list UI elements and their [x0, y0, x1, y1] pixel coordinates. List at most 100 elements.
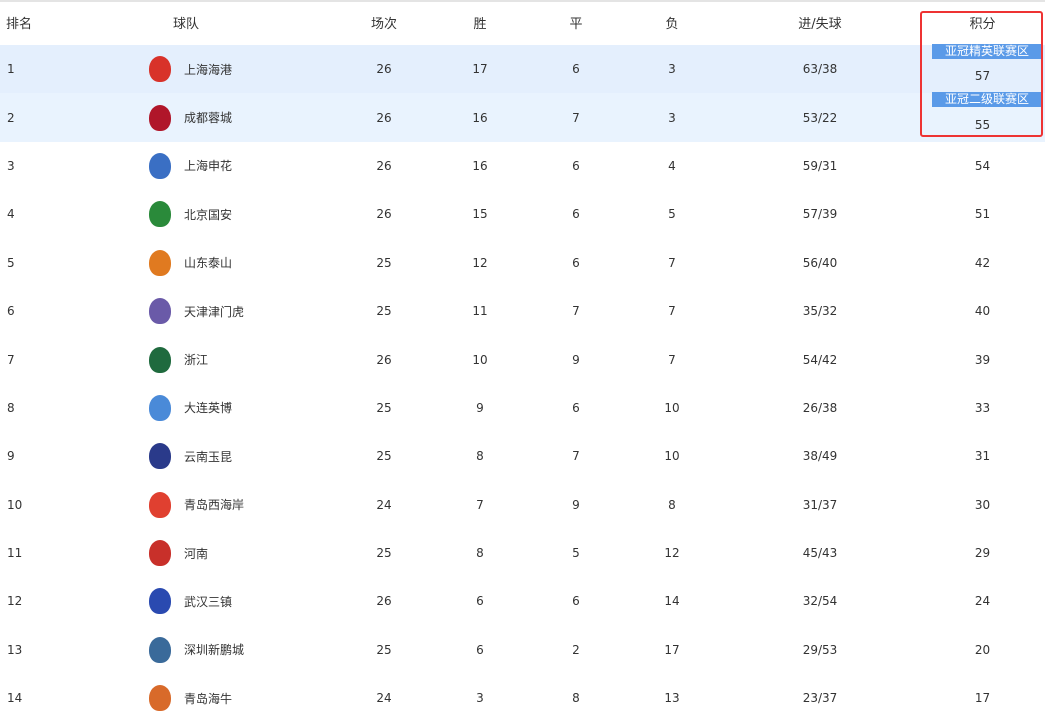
- lost-cell: 17: [664, 642, 680, 657]
- points-cell: 42: [974, 255, 991, 270]
- team-name[interactable]: 成都蓉城: [184, 111, 233, 126]
- team-cell[interactable]: 山东泰山: [36, 239, 336, 287]
- table-row[interactable]: 3 上海申花 26 16 6 4 59/31 54: [0, 142, 1045, 190]
- highlight-box: [920, 11, 1043, 137]
- table-row[interactable]: 7 浙江 26 10 9 7 54/42 39: [0, 335, 1045, 383]
- won-cell: 3: [476, 691, 484, 706]
- goals-cell: 59/31: [802, 158, 838, 173]
- points-cell: 17: [974, 691, 991, 706]
- table-row[interactable]: 1 上海海港 26 17 6 3 63/38 57: [0, 45, 1045, 94]
- team-logo-icon: [149, 346, 171, 373]
- team-cell[interactable]: 武汉三镇: [36, 577, 336, 625]
- header-team[interactable]: 球队: [172, 17, 199, 32]
- team-cell[interactable]: 河南: [36, 529, 336, 577]
- team-name[interactable]: 青岛西海岸: [184, 498, 245, 513]
- team-name[interactable]: 山东泰山: [184, 256, 233, 271]
- table-row[interactable]: 2 成都蓉城 26 16 7 3 53/22 55: [0, 93, 1045, 142]
- rank-cell: 13: [7, 642, 23, 657]
- won-cell: 11: [472, 304, 488, 319]
- team-cell[interactable]: 天津津门虎: [36, 287, 336, 335]
- table-row[interactable]: 8 大连英博 25 9 6 10 26/38 33: [0, 384, 1045, 432]
- team-name[interactable]: 河南: [184, 546, 209, 561]
- header-lost[interactable]: 负: [665, 17, 679, 32]
- team-cell[interactable]: 大连英博: [36, 384, 336, 432]
- goals-cell: 38/49: [802, 449, 838, 464]
- table-row[interactable]: 6 天津津门虎 25 11 7 7 35/32 40: [0, 287, 1045, 335]
- team-cell[interactable]: 上海申花: [36, 142, 336, 190]
- goals-cell: 54/42: [802, 352, 838, 367]
- won-cell: 17: [432, 45, 528, 94]
- won-cell: 16: [472, 158, 488, 173]
- points-cell: 31: [974, 449, 991, 464]
- goals-cell: 53/22: [720, 93, 920, 142]
- header-drawn[interactable]: 平: [569, 17, 583, 32]
- lost-cell: 7: [668, 255, 676, 270]
- team-logo-icon: [149, 201, 171, 228]
- table-row[interactable]: 9 云南玉昆 25 8 7 10 38/49 31: [0, 432, 1045, 480]
- goals-cell: 57/39: [802, 207, 838, 222]
- won-cell: 8: [476, 449, 484, 464]
- team-name[interactable]: 武汉三镇: [184, 594, 233, 609]
- rank-cell: 3: [7, 158, 15, 173]
- drawn-cell: 7: [572, 304, 580, 319]
- drawn-cell: 6: [572, 158, 580, 173]
- team-name[interactable]: 青岛海牛: [184, 691, 233, 706]
- header-points[interactable]: 积分: [969, 17, 996, 32]
- goals-cell: 56/40: [802, 255, 838, 270]
- table-row[interactable]: 4 北京国安 26 15 6 5 57/39 51: [0, 190, 1045, 238]
- points-cell: 24: [974, 594, 991, 609]
- table-row[interactable]: 12 武汉三镇 26 6 6 14 32/54 24: [0, 577, 1045, 625]
- team-name[interactable]: 天津津门虎: [184, 304, 245, 319]
- team-name[interactable]: 上海海港: [184, 62, 233, 77]
- team-cell[interactable]: 成都蓉城: [36, 93, 336, 142]
- team-name[interactable]: 大连英博: [184, 401, 233, 416]
- goals-cell: 29/53: [802, 642, 838, 657]
- lost-cell: 8: [668, 497, 676, 512]
- played-cell: 24: [376, 497, 392, 512]
- header-played[interactable]: 场次: [370, 17, 397, 32]
- points-cell: 29: [974, 546, 991, 561]
- lost-cell: 3: [624, 93, 720, 142]
- goals-cell: 32/54: [802, 594, 838, 609]
- table-row[interactable]: 11 河南 25 8 5 12 45/43 29: [0, 529, 1045, 577]
- team-name[interactable]: 云南玉昆: [184, 449, 233, 464]
- table-row[interactable]: 5 山东泰山 25 12 6 7 56/40 42: [0, 239, 1045, 287]
- team-logo-icon: [149, 685, 171, 712]
- goals-cell: 26/38: [802, 400, 838, 415]
- rank-cell: 6: [7, 304, 15, 319]
- table-row[interactable]: 10 青岛西海岸 24 7 9 8 31/37 30: [0, 481, 1045, 529]
- played-cell: 25: [376, 400, 392, 415]
- team-cell[interactable]: 浙江: [36, 335, 336, 383]
- team-logo-icon: [149, 249, 171, 276]
- team-name[interactable]: 北京国安: [184, 207, 233, 222]
- team-cell[interactable]: 云南玉昆: [36, 432, 336, 480]
- team-name[interactable]: 上海申花: [184, 159, 233, 174]
- team-cell[interactable]: 青岛海牛: [36, 674, 336, 722]
- rank-cell: 4: [7, 207, 15, 222]
- team-cell[interactable]: 北京国安: [36, 190, 336, 238]
- team-cell[interactable]: 深圳新鹏城: [36, 626, 336, 674]
- played-cell: 25: [376, 642, 392, 657]
- won-cell: 15: [472, 207, 488, 222]
- played-cell: 26: [376, 594, 392, 609]
- team-name[interactable]: 浙江: [184, 353, 209, 368]
- team-logo-icon: [149, 540, 171, 567]
- won-cell: 9: [476, 400, 484, 415]
- won-cell: 8: [476, 546, 484, 561]
- team-cell[interactable]: 青岛西海岸: [36, 481, 336, 529]
- points-cell: 33: [974, 400, 991, 415]
- table-row[interactable]: 14 青岛海牛 24 3 8 13 23/37 17: [0, 674, 1045, 722]
- header-goals[interactable]: 进/失球: [798, 17, 842, 32]
- team-name[interactable]: 深圳新鹏城: [184, 643, 245, 658]
- team-logo-icon: [149, 636, 171, 663]
- table-row[interactable]: 13 深圳新鹏城 25 6 2 17 29/53 20: [0, 626, 1045, 674]
- drawn-cell: 8: [572, 691, 580, 706]
- team-logo-icon: [149, 443, 171, 470]
- team-cell[interactable]: 上海海港: [36, 45, 336, 94]
- header-rank[interactable]: 排名: [6, 17, 33, 32]
- played-cell: 26: [376, 207, 392, 222]
- points-cell: 20: [974, 642, 991, 657]
- header-won[interactable]: 胜: [473, 17, 487, 32]
- points-cell: 30: [974, 497, 991, 512]
